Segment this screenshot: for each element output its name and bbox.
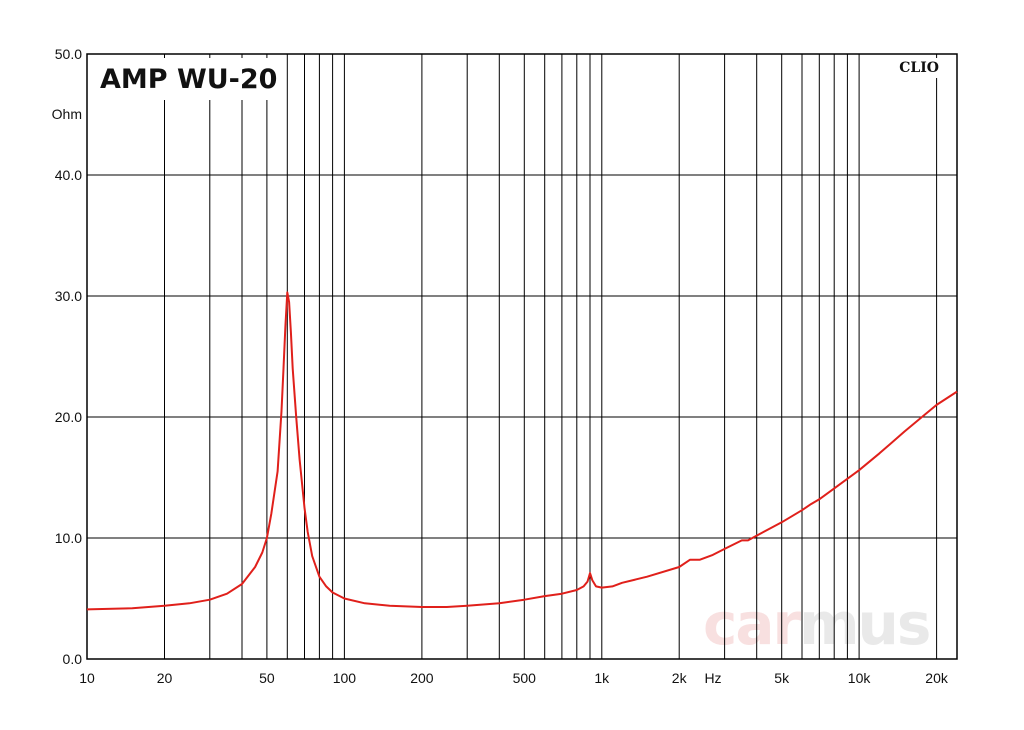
y-tick-labels: 0.0 10.0 20.0 30.0 40.0 50.0 [55, 46, 82, 667]
x-tick-label: 500 [513, 670, 537, 686]
x-tick-label: 50 [259, 670, 275, 686]
x-tick-label: 100 [333, 670, 357, 686]
watermark-part1: car [703, 590, 802, 658]
brand-background [892, 58, 950, 78]
x-tick-labels: 10 20 50 100 200 500 1k 2k 5k 10k 20k [79, 670, 949, 686]
x-axis-unit-label: Hz [704, 670, 721, 686]
plot-frame [86, 53, 958, 660]
y-tick-label: 10.0 [55, 530, 82, 546]
watermark: carmus [703, 590, 929, 658]
y-tick-label: 50.0 [55, 46, 82, 62]
y-tick-label: 30.0 [55, 288, 82, 304]
x-tick-label: 200 [410, 670, 434, 686]
x-tick-label: 10k [848, 670, 872, 686]
x-tick-label: 2k [672, 670, 688, 686]
y-tick-label: 40.0 [55, 167, 82, 183]
y-tick-label: 20.0 [55, 409, 82, 425]
x-tick-label: 1k [594, 670, 610, 686]
x-tick-label: 20 [157, 670, 173, 686]
series-line-impedance [86, 291, 958, 611]
y-tick-label: 0.0 [63, 651, 83, 667]
grid [87, 53, 957, 660]
brand-label: CLIO [899, 60, 939, 76]
x-tick-label: 5k [774, 670, 790, 686]
watermark-part2: mus [799, 590, 929, 658]
x-tick-label: 10 [79, 670, 95, 686]
title-background [94, 58, 280, 100]
x-tick-label: 20k [925, 670, 949, 686]
y-axis-unit-label: Ohm [52, 106, 82, 122]
chart-title: AMP WU-20 [100, 64, 277, 95]
